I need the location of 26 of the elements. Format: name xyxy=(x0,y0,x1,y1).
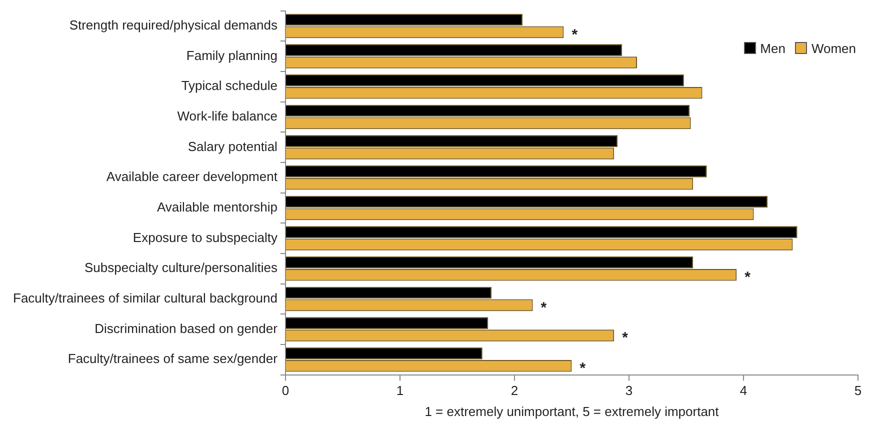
legend-label: Men xyxy=(760,40,786,56)
y-tick-label: Typical schedule xyxy=(181,78,278,94)
y-tick-label: Family planning xyxy=(186,48,278,63)
y-tick-label: Available mentorship xyxy=(156,200,278,215)
x-tick-label: 0 xyxy=(282,383,290,398)
y-tick-label: Exposure to subspecialty xyxy=(132,230,278,245)
x-tick-label: 2 xyxy=(510,383,518,398)
y-tick-label: Available career development xyxy=(106,169,278,184)
x-axis-title: 1 = extremely unimportant, 5 = extremely important xyxy=(424,404,720,419)
legend-label: Women xyxy=(811,40,856,56)
x-tick-label: 4 xyxy=(740,383,748,398)
annotation: * xyxy=(622,330,628,347)
annotation: * xyxy=(572,26,578,44)
x-tick-label: 5 xyxy=(854,383,862,398)
y-tick-label: Faculty/trainees of same sex/gender xyxy=(68,351,278,366)
y-tick-label: Discrimination based on gender xyxy=(94,320,278,336)
y-tick-label: Strength required/physical demands xyxy=(69,18,278,33)
y-tick-label: Faculty/trainees of similar cultural background xyxy=(12,290,278,306)
y-tick-label: Subspecialty culture/personalities xyxy=(84,260,278,276)
x-tick-label: 3 xyxy=(625,383,633,398)
annotation: * xyxy=(744,268,751,286)
annotation: * xyxy=(580,360,586,377)
annotation: * xyxy=(540,299,547,316)
y-tick-label: Salary potential xyxy=(188,138,278,154)
x-tick-label: 1 xyxy=(396,383,404,398)
y-tick-label: Work-life balance xyxy=(177,108,278,124)
